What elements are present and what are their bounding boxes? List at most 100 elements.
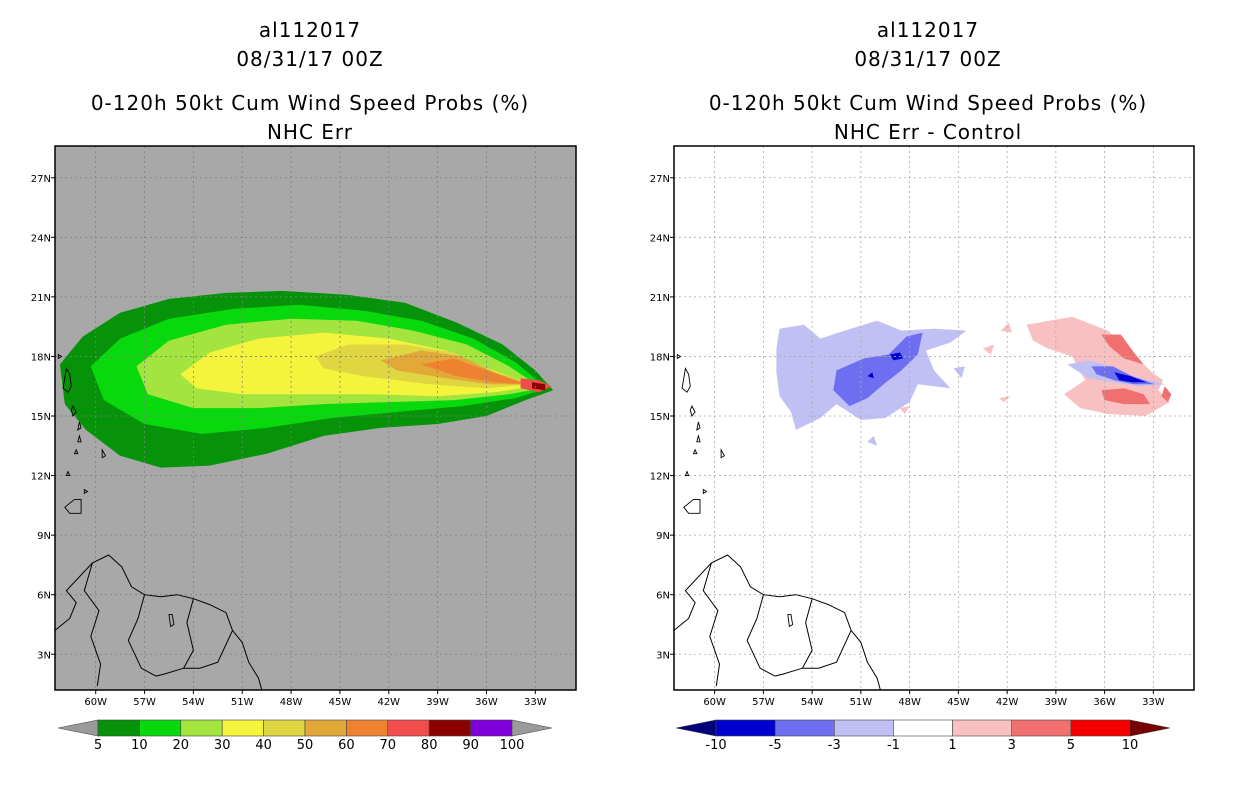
- left-x-tick-label-8: 36W: [475, 697, 498, 708]
- left-x-tick-label-9: 33W: [524, 697, 547, 708]
- right-contour-level-3-12: [1101, 388, 1151, 405]
- right-colorbar-segment-1: [774, 719, 835, 737]
- left-map-area: [55, 146, 576, 690]
- left-colorbar-label-0: 5: [94, 738, 102, 753]
- left-x-tick-label-0: 60W: [84, 697, 107, 708]
- left-island-4: [73, 448, 79, 455]
- right-x-tick-label-0: 60W: [703, 697, 726, 708]
- right-title-storm-id: al112017: [876, 18, 980, 42]
- left-colorbar-under-arrow: [57, 719, 99, 737]
- left-colorbar-label-5: 50: [297, 738, 314, 753]
- right-contour-level-neg5-4: [890, 352, 904, 361]
- left-coastline-4: [155, 630, 233, 677]
- right-colorbar-segment-0: [715, 719, 776, 737]
- right-map-area: [674, 146, 1194, 690]
- right-y-tick-label-0: 3N: [656, 650, 670, 661]
- left-contour-level-80-8: [532, 382, 546, 391]
- right-colorbar-label-5: 3: [1008, 738, 1016, 753]
- left-map-frame: [54, 145, 577, 691]
- right-colorbar-segment-5: [1011, 719, 1072, 737]
- left-colorbar-label-6: 60: [338, 738, 355, 753]
- right-y-tick-label-7: 24N: [650, 233, 670, 244]
- left-colorbar-over-arrow: [511, 719, 553, 737]
- right-colorbar-label-6: 5: [1067, 738, 1075, 753]
- left-title-datetime: 08/31/17 00Z: [236, 47, 384, 71]
- left-colorbar-segment-8: [428, 719, 471, 737]
- left-island-5: [65, 470, 71, 477]
- left-colorbar-segment-9: [470, 719, 513, 737]
- right-y-tick-label-1: 6N: [656, 591, 670, 602]
- left-colorbar-segment-6: [346, 719, 389, 737]
- left-coastline-0: [55, 554, 263, 690]
- left-island-8: [83, 488, 89, 495]
- left-island-6: [101, 448, 107, 459]
- left-island-3: [77, 434, 82, 443]
- left-x-tick-label-7: 39W: [426, 697, 449, 708]
- left-title-storm-id: al112017: [258, 18, 362, 42]
- right-colorbar-label-1: -5: [769, 738, 782, 753]
- left-y-tick-label-7: 24N: [31, 233, 51, 244]
- left-colorbar-label-3: 30: [214, 738, 231, 753]
- left-x-tick-label-2: 54W: [182, 697, 205, 708]
- right-x-tick-label-2: 54W: [801, 697, 824, 708]
- left-x-tick-label-4: 48W: [280, 697, 303, 708]
- right-y-tick-label-6: 21N: [650, 293, 670, 304]
- left-y-tick-label-2: 9N: [37, 531, 51, 542]
- right-y-tick-label-4: 15N: [650, 412, 670, 423]
- left-island-1: [70, 405, 77, 417]
- right-title-product: 0-120h 50kt Cum Wind Speed Probs (%): [708, 91, 1148, 115]
- right-x-tick-label-3: 51W: [850, 697, 873, 708]
- right-x-tick-label-1: 57W: [752, 697, 775, 708]
- left-colorbar-segment-3: [221, 719, 264, 737]
- right-island-0: [681, 367, 691, 393]
- left-y-tick-label-6: 21N: [31, 293, 51, 304]
- left-island-10: [168, 614, 175, 628]
- right-island-8: [702, 488, 708, 495]
- left-colorbar-segment-7: [387, 719, 430, 737]
- right-map-background: [674, 146, 1194, 690]
- right-contour-level-neg5-16: [1114, 372, 1147, 383]
- right-x-tick-label-4: 48W: [898, 697, 921, 708]
- left-title-product: 0-120h 50kt Cum Wind Speed Probs (%): [90, 91, 530, 115]
- right-colorbar-segment-4: [952, 719, 1013, 737]
- right-island-3: [696, 434, 701, 443]
- right-island-6: [720, 448, 726, 459]
- right-colorbar-label-2: -3: [828, 738, 841, 753]
- left-panel-title: al112017 08/31/17 00Z 0-120h 50kt Cum Wi…: [30, 16, 590, 147]
- left-x-tick-label-1: 57W: [133, 697, 156, 708]
- left-colorbar-label-8: 80: [421, 738, 438, 753]
- right-x-tick-label-8: 36W: [1093, 697, 1116, 708]
- right-island-4: [692, 448, 698, 455]
- right-colorbar-segment-6: [1070, 719, 1131, 737]
- left-y-tick-label-3: 12N: [31, 472, 51, 483]
- right-contour-level-1-10: [899, 406, 910, 414]
- right-colorbar-label-7: 10: [1122, 738, 1139, 753]
- right-colorbar-over-arrow: [1129, 719, 1171, 737]
- right-x-tick-label-7: 39W: [1045, 697, 1068, 708]
- right-colorbar-under-arrow: [675, 719, 717, 737]
- right-contour-level-1-7: [1000, 322, 1012, 333]
- right-contour-level-3-11: [1101, 334, 1144, 365]
- left-colorbar-label-1: 10: [131, 738, 148, 753]
- right-colorbar-segment-3: [893, 719, 953, 737]
- right-x-tick-label-5: 45W: [947, 697, 970, 708]
- left-contour-level-60-6: [421, 358, 526, 385]
- right-coastline-0: [674, 554, 881, 690]
- left-colorbar-label-10: 100: [500, 738, 525, 753]
- left-colorbar-segment-1: [139, 719, 182, 737]
- right-coastline-2: [746, 594, 776, 677]
- left-y-tick-label-8: 27N: [31, 174, 51, 185]
- right-island-1: [689, 405, 696, 417]
- right-contour-level-1-9: [999, 396, 1011, 403]
- left-colorbar-label-4: 40: [255, 738, 272, 753]
- left-colorbar-label-7: 70: [380, 738, 397, 753]
- right-contour-level-neg5-5: [867, 372, 874, 379]
- left-title-subtitle: NHC Err: [266, 120, 354, 144]
- right-coastline-4: [774, 630, 852, 677]
- left-colorbar-segment-0: [97, 719, 140, 737]
- right-map-frame: [673, 145, 1195, 691]
- right-y-tick-label-2: 9N: [656, 531, 670, 542]
- right-contour-level-neg1-2: [953, 366, 965, 379]
- right-contour-level-neg1-1: [867, 435, 878, 446]
- right-coastline-3: [801, 598, 813, 669]
